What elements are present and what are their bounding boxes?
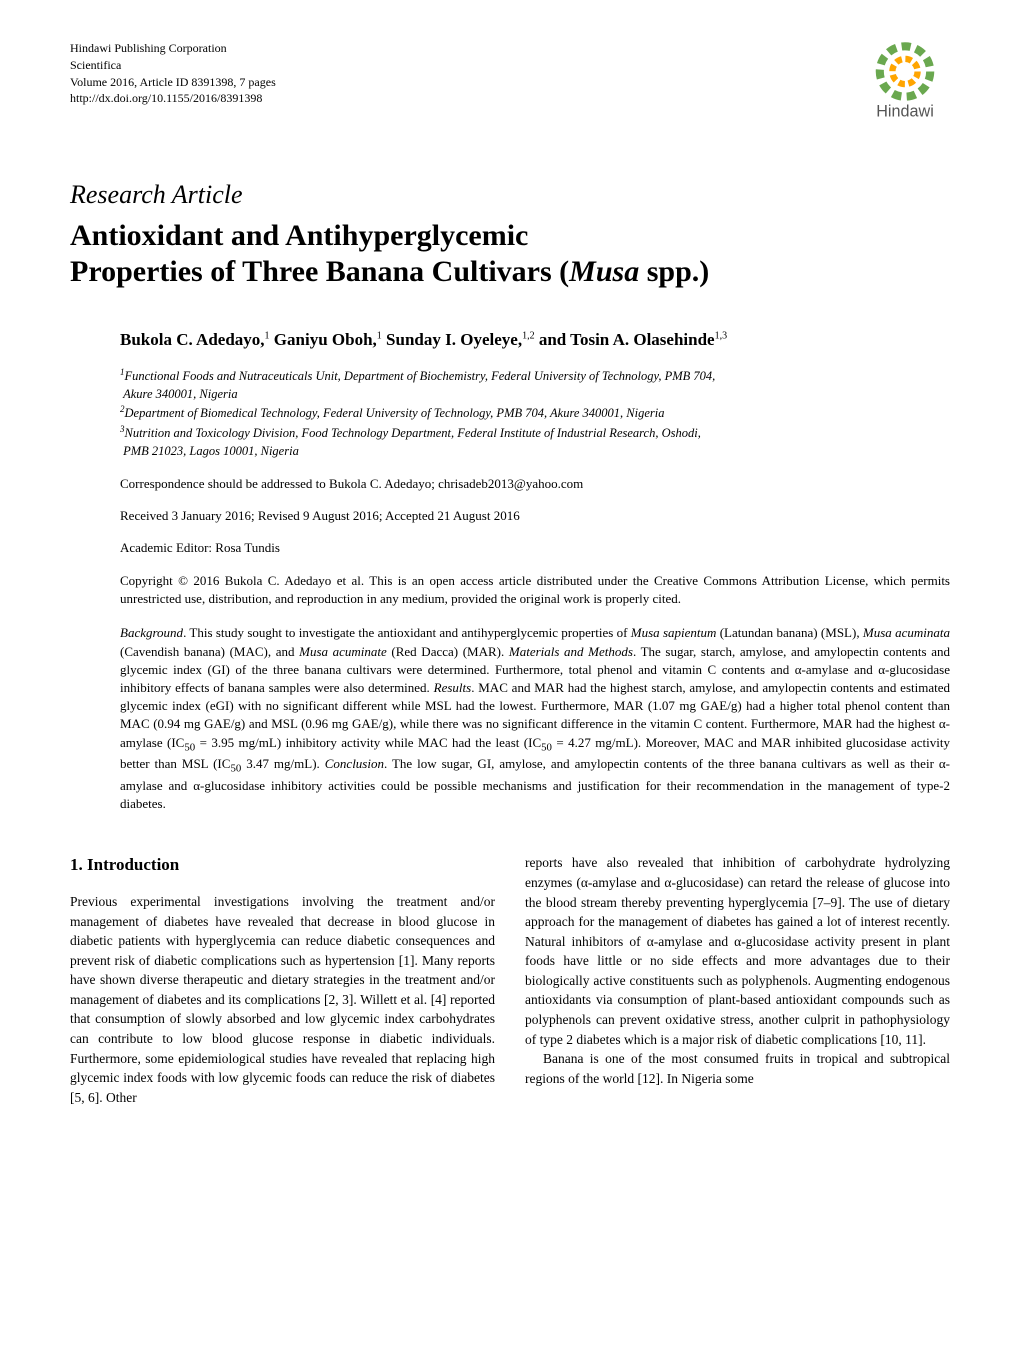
doi: http://dx.doi.org/10.1155/2016/8391398 (70, 90, 276, 107)
affiliation-2: 2Department of Biomedical Technology, Fe… (120, 403, 950, 422)
intro-paragraph-1: Previous experimental investigations inv… (70, 892, 495, 1107)
affiliation-3: 3Nutrition and Toxicology Division, Food… (120, 423, 950, 460)
correspondence: Correspondence should be addressed to Bu… (120, 476, 950, 492)
article-type: Research Article (70, 180, 950, 210)
affiliations: 1Functional Foods and Nutraceuticals Uni… (120, 366, 950, 460)
publisher-info: Hindawi Publishing Corporation Scientifi… (70, 40, 276, 107)
publisher-logo: Hindawi (860, 40, 950, 130)
hindawi-logo-icon: Hindawi (860, 40, 950, 130)
left-column: 1. Introduction Previous experimental in… (70, 853, 495, 1107)
dates: Received 3 January 2016; Revised 9 Augus… (120, 508, 950, 524)
academic-editor: Academic Editor: Rosa Tundis (120, 540, 950, 556)
header-row: Hindawi Publishing Corporation Scientifi… (70, 40, 950, 130)
content-columns: 1. Introduction Previous experimental in… (70, 853, 950, 1107)
intro-paragraph-3: Banana is one of the most consumed fruit… (525, 1049, 950, 1088)
affiliation-1: 1Functional Foods and Nutraceuticals Uni… (120, 366, 950, 403)
section-heading: 1. Introduction (70, 853, 495, 878)
right-column: reports have also revealed that inhibiti… (525, 853, 950, 1107)
svg-text:Hindawi: Hindawi (876, 103, 934, 121)
volume-info: Volume 2016, Article ID 8391398, 7 pages (70, 74, 276, 91)
authors: Bukola C. Adedayo,1 Ganiyu Oboh,1 Sunday… (120, 330, 950, 350)
title-line2: Properties of Three Banana Cultivars (Mu… (70, 255, 709, 288)
article-title: Antioxidant and Antihyperglycemic Proper… (70, 218, 950, 290)
copyright: Copyright © 2016 Bukola C. Adedayo et al… (120, 572, 950, 608)
title-line1: Antioxidant and Antihyperglycemic (70, 219, 528, 252)
abstract: Background. This study sought to investi… (120, 624, 950, 813)
journal-name: Scientifica (70, 57, 276, 74)
intro-paragraph-2: reports have also revealed that inhibiti… (525, 853, 950, 1049)
publisher-name: Hindawi Publishing Corporation (70, 40, 276, 57)
